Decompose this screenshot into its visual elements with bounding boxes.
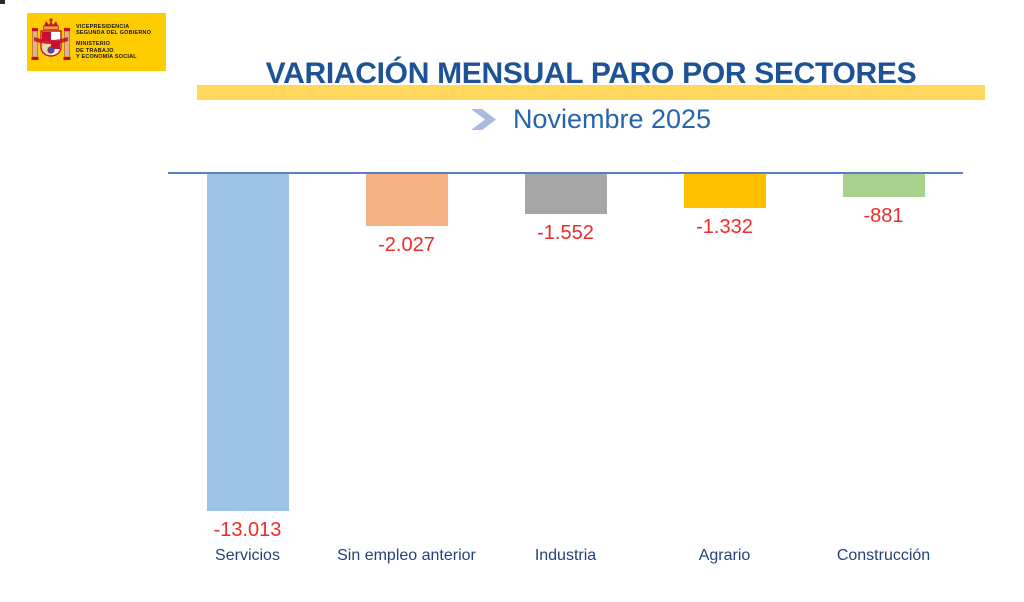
category-axis: Servicios Sin empleo anterior Industria Agr… [168,547,963,565]
value-label-agrario: -1.332 [696,216,753,238]
category-label-servicios: Servicios [215,547,280,564]
category-label-construccion: Construcción [836,547,931,564]
bar-sin-empleo-anterior [365,174,448,226]
chart-columns: -13.013 -2.027 -1.552 -1.332 -881 [168,174,963,541]
page-title: VARIACIÓN MENSUAL PARO POR SECTORES [265,57,917,90]
title-highlight-band [197,85,985,100]
chart-column-construccion: -881 [804,174,963,541]
logo-text-line: Y ECONOMÍA SOCIAL [76,53,137,60]
screen-corner-artifact [0,0,5,4]
logo-text-block: VICEPRESIDENCIA SEGUNDA DEL GOBIERNO MIN… [76,24,151,60]
logo-text-line: VICEPRESIDENCIA [76,23,130,30]
category-label-industria: Industria [534,547,597,564]
logo-text-line: DE TRABAJO [76,47,114,54]
chart-column-industria: -1.552 [486,174,645,541]
logo-text-line: MINISTERIO [76,41,111,48]
value-label-servicios: -13.013 [213,519,282,541]
category-label-agrario: Agrario [698,547,751,564]
bar-construccion [842,174,925,197]
value-label-construccion: -881 [863,205,904,227]
spain-coat-of-arms-icon [31,18,71,60]
chart-column-agrario: -1.332 [645,174,804,541]
value-label-sin-empleo-anterior: -2.027 [378,234,435,256]
bar-servicios [206,174,289,511]
zero-axis-line [168,172,963,174]
logo-ministry: MINISTERIO DE TRABAJO Y ECONOMÍA SOCIAL [76,41,151,60]
chart-subtitle: Noviembre 2025 [197,103,985,135]
chart-title-block: VARIACIÓN MENSUAL PARO POR SECTORES [197,58,985,104]
bar-industria [524,174,607,214]
chart-column-servicios: -13.013 [168,174,327,541]
chevron-right-icon [470,108,497,130]
value-label-industria: -1.552 [537,222,594,244]
logo-text-line: SEGUNDA DEL GOBIERNO [76,30,152,37]
category-label-sin-empleo-anterior: Sin empleo anterior [337,547,476,564]
chart-column-sin-empleo-anterior: -2.027 [327,174,486,541]
bar-agrario [683,174,766,208]
bar-chart: -13.013 -2.027 -1.552 -1.332 -881 Servicios S… [168,172,963,582]
logo-department: VICEPRESIDENCIA SEGUNDA DEL GOBIERNO [76,24,151,37]
subtitle-text: Noviembre 2025 [512,103,712,134]
government-logo: VICEPRESIDENCIA SEGUNDA DEL GOBIERNO MIN… [27,13,166,71]
